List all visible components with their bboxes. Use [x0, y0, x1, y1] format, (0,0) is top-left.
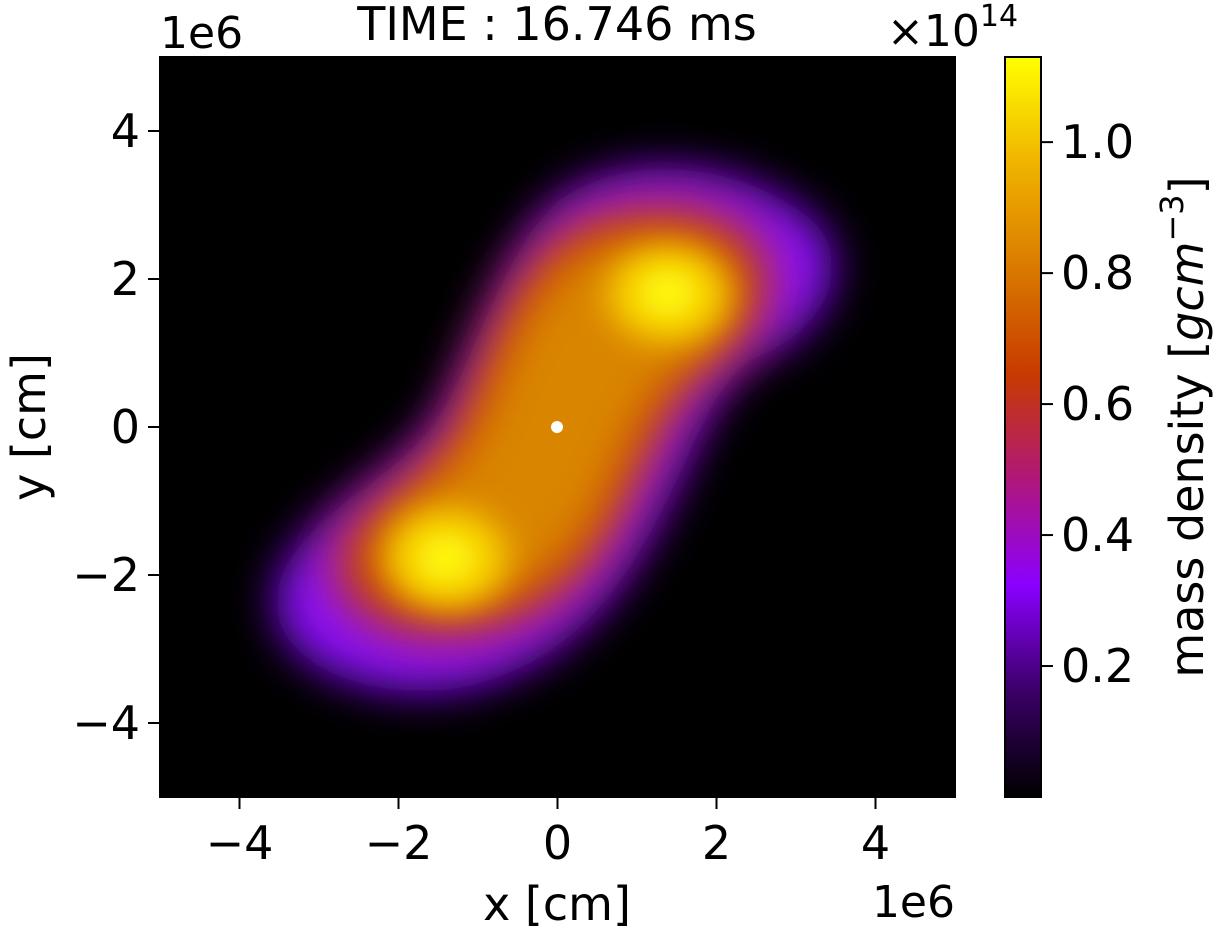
colorbar: 0.2 0.4 0.6 0.8 1.0 ×1014 mass density [gcm−… — [887, 0, 1214, 798]
colorbar-offset-exponent: 14 — [980, 0, 1018, 34]
x-axis: −4 −2 0 2 4 — [206, 797, 890, 870]
y-tick-label: 0 — [111, 400, 140, 454]
y-tick-label: −2 — [72, 548, 140, 602]
colorbar-ticks: 0.2 0.4 0.6 0.8 1.0 — [1041, 115, 1134, 693]
y-tick-label: 4 — [111, 104, 140, 158]
y-tick-label: −4 — [72, 696, 140, 750]
x-tick-label: −2 — [365, 816, 433, 870]
colorbar-tick-label: 1.0 — [1061, 115, 1134, 169]
chart-title: TIME : 16.746 ms — [356, 0, 757, 51]
colorbar-label-main: mass density [ — [1160, 341, 1214, 678]
colorbar-fill — [1005, 57, 1041, 797]
colorbar-label: mass density [gcm−3] — [1153, 176, 1214, 677]
density-peak-lower-center — [416, 534, 476, 582]
y-tick-label: 2 — [111, 252, 140, 306]
colorbar-label-unit-g: g — [1160, 312, 1214, 341]
x-tick-label: 4 — [861, 816, 890, 870]
x-axis-label: x [cm] — [483, 877, 631, 931]
density-peak-upper-center — [638, 269, 698, 317]
heatmap-panel — [159, 56, 956, 798]
colorbar-label-unit-exp: −3 — [1153, 194, 1191, 241]
density-peak-centers — [416, 269, 698, 582]
colorbar-label-close: ] — [1160, 176, 1214, 194]
x-tick-label: 0 — [543, 816, 572, 870]
colorbar-tick-label: 0.4 — [1061, 508, 1134, 562]
colorbar-offset-base: ×10 — [887, 6, 980, 57]
colorbar-label-unit-cm: cm — [1160, 242, 1214, 312]
y-offset-label: 1e6 — [160, 8, 243, 59]
y-axis-label: y [cm] — [2, 353, 56, 501]
colorbar-tick-label: 0.8 — [1061, 246, 1134, 300]
density-field — [276, 169, 834, 692]
x-offset-label: 1e6 — [872, 877, 955, 928]
x-tick-label: −4 — [206, 816, 274, 870]
colorbar-tick-label: 0.6 — [1061, 377, 1134, 431]
colorbar-tick-label: 0.2 — [1061, 639, 1134, 693]
y-axis: −4 −2 0 2 4 — [72, 104, 160, 750]
center-marker — [551, 421, 563, 433]
x-tick-label: 2 — [702, 816, 731, 870]
colorbar-offset-label: ×1014 — [887, 0, 1018, 57]
colorbar-frame — [1004, 56, 1042, 798]
